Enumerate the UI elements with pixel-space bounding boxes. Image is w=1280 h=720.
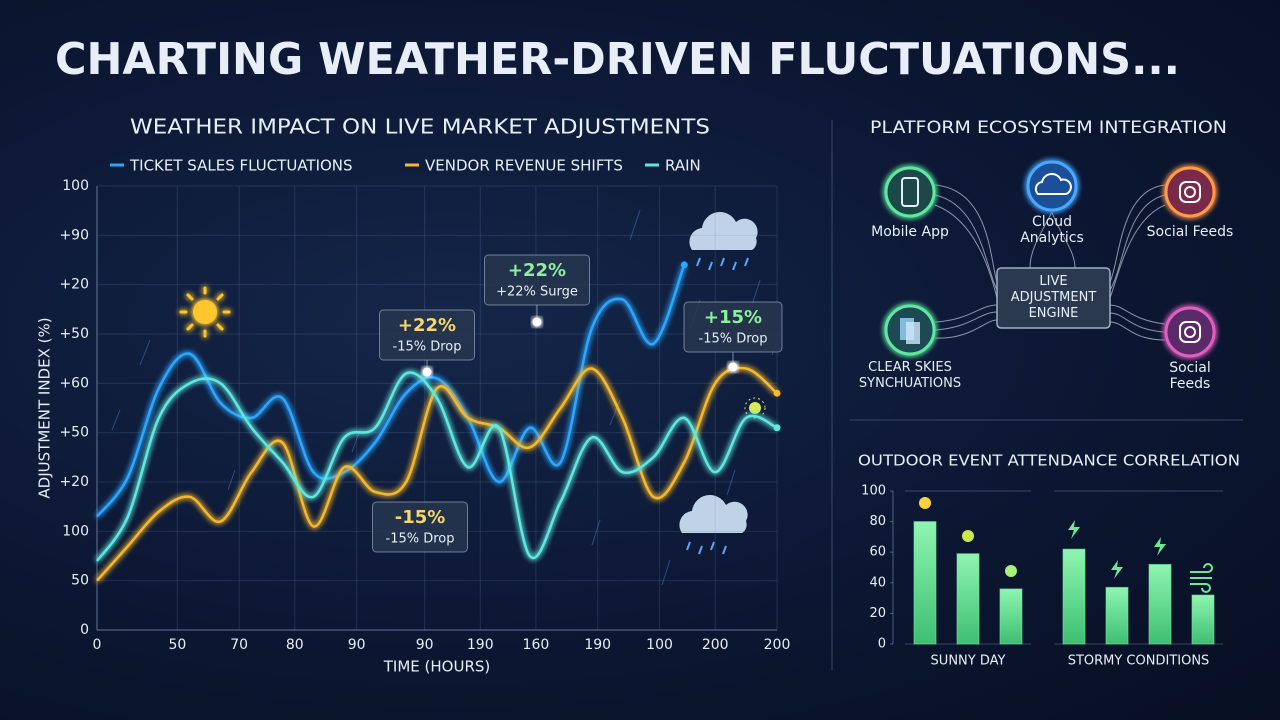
rain-cloud [679,495,748,555]
x-tick-label: 90 [416,637,434,653]
bar-chart-title: OUTDOOR EVENT ATTENDANCE CORRELATION [858,452,1240,470]
series-line [96,366,778,582]
legend-label: VENDOR REVENUE SHIFTS [425,157,623,175]
callout-box [379,309,475,361]
x-tick-label: 50 [168,637,186,653]
node-cloud [1026,160,1078,212]
x-tick-label: 190 [467,637,494,653]
callout-title: +22% [508,260,566,281]
callout-text: +22% Surge [496,285,578,300]
bar [1105,586,1129,645]
callout-box [484,254,590,306]
end-dot [773,389,781,397]
x-tick-label: 0 [93,637,102,653]
y-tick-label: 80 [869,514,886,529]
engine-box [996,267,1111,329]
callout-box [683,301,783,353]
node-label: LIVE ADJUSTMENT ENGINE [1010,274,1097,321]
node-mobile [884,166,936,218]
series-line [96,264,686,518]
y-tick-label: 100 [861,484,886,499]
highlight-dot [532,317,542,327]
node-label: Mobile App [871,224,949,240]
group-label: SUNNY DAY [931,654,1006,669]
node-label: CLEAR SKIES SYNCHUATIONS [858,360,962,391]
end-dot [680,261,688,269]
chart-title: WEATHER IMPACT ON LIVE MARKET ADJUSTMENT… [130,115,710,139]
node-label: Social Feeds [1169,360,1211,392]
x-tick-label: 100 [646,637,673,653]
x-tick-label: 90 [348,637,366,653]
x-tick-label: 190 [584,637,611,653]
y-tick-label: 60 [869,545,886,560]
bar [913,521,937,645]
y-tick-label: +50 [59,326,89,342]
node-clear-skies [884,304,936,356]
node-social [1164,166,1216,218]
group-label: STORMY CONDITIONS [1068,654,1210,669]
y-tick-label: 0 [878,637,886,652]
y-tick-label: 40 [869,575,886,590]
series-line [95,371,778,562]
y-tick-label: +50 [59,425,89,441]
bar [999,588,1023,645]
y-tick-label: 50 [71,573,89,589]
x-axis-label: TIME (HOURS) [383,658,491,676]
highlight-dot [422,367,432,377]
legend-label: TICKET SALES FLUCTUATIONS [129,157,353,175]
x-tick-label: 160 [523,637,550,653]
x-tick-label: 200 [702,637,729,653]
highlight-dot [728,362,738,372]
y-tick-label: +90 [59,227,89,243]
bar-icons [919,497,1213,593]
callout-text: -15% Drop [699,332,768,347]
callout-text: -15% Drop [393,340,462,355]
bar [1191,594,1215,645]
page-title: CHARTING WEATHER-DRIVEN FLUCTUATIONS... [55,34,1180,85]
rain-cloud [689,212,758,271]
node-label: Social Feeds [1146,224,1234,240]
diagram-title: PLATFORM ECOSYSTEM INTEGRATION [870,118,1227,138]
callout-box [372,501,468,553]
callout-title: +15% [704,307,762,328]
y-tick-label: +60 [59,375,89,391]
y-tick-label: +20 [59,277,89,293]
callout-title: +22% [398,315,456,336]
y-tick-label: +20 [59,474,89,490]
node-social-2 [1164,306,1216,358]
callout-title: -15% [395,507,446,528]
node-label: Cloud Analytics [1020,214,1084,246]
y-tick-label: 100 [62,523,89,539]
x-tick-label: 200 [764,637,791,653]
y-tick-label: 20 [869,606,886,621]
y-tick-label: 100 [62,178,89,194]
connections [934,184,1166,341]
sun-icon [179,286,231,338]
bar [1148,563,1172,645]
end-dot [773,424,781,432]
bar [956,553,980,645]
callout-text: -15% Drop [386,532,455,547]
x-tick-label: 80 [286,637,304,653]
x-tick-label: 70 [230,637,248,653]
legend-label: RAIN [665,157,701,175]
small-sun [744,397,766,419]
bar [1062,548,1086,645]
y-tick-label: 0 [80,622,89,638]
y-axis-label: ADJUSTMENT INDEX (%) [36,317,54,498]
